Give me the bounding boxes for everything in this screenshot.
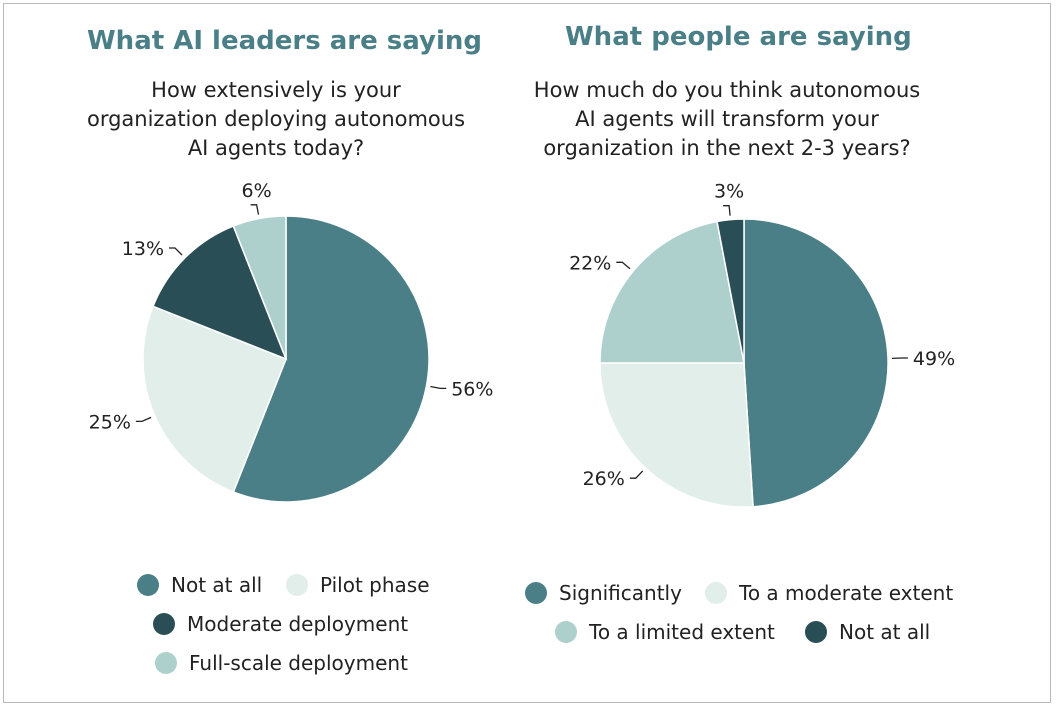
legend-label: Full-scale deployment [189, 651, 408, 675]
right-legend-item-1: Significantly [525, 581, 682, 605]
legend-swatch [555, 621, 577, 643]
leader-line-3 [616, 261, 631, 270]
slice-value-label: 3% [714, 181, 744, 203]
right-question-line-2: AI agents will transform your [575, 107, 879, 131]
leader-line-2 [629, 470, 644, 479]
legend-swatch [286, 574, 308, 596]
legend-label: Not at all [171, 573, 263, 597]
leader-line-3 [169, 247, 183, 256]
pie-slice-4 [716, 218, 745, 364]
legend-swatch [525, 582, 547, 604]
legend-swatch [705, 582, 727, 604]
left-question-line-2: organization deploying autonomous [86, 107, 466, 131]
left-pie-chart: 56% 25% 13% 6% [89, 180, 493, 503]
right-legend-item-3: To a limited extent [555, 620, 775, 644]
left-legend-item-4: Full-scale deployment [155, 651, 408, 675]
right-question-line-3: organization in the next 2-3 years? [543, 136, 911, 160]
legend-label: Significantly [559, 581, 682, 605]
slice-value-label: 49% [913, 348, 955, 370]
legend-label: Not at all [839, 620, 931, 644]
left-question-line-1: How extensively is your [151, 78, 401, 102]
legend-swatch [805, 621, 827, 643]
pie-slice-2 [142, 305, 287, 493]
pie-slice-4 [232, 215, 287, 360]
slice-value-label: 13% [122, 238, 164, 260]
left-heading: What AI leaders are saying [87, 26, 483, 56]
right-heading: What people are saying [565, 22, 912, 52]
pie-slice-3 [152, 225, 288, 361]
legend-label: Pilot phase [320, 573, 430, 597]
right-legend-item-2: To a moderate extent [705, 581, 953, 605]
leader-line-1 [430, 385, 447, 390]
left-legend-item-3: Moderate deployment [153, 612, 408, 636]
right-question: How much do you think autonomous AI agen… [534, 76, 920, 163]
leader-line-2 [135, 416, 152, 423]
legend-label: Moderate deployment [187, 612, 409, 636]
left-question: How extensively is your organization dep… [87, 76, 465, 163]
leader-line-4 [250, 204, 260, 215]
figure-frame [3, 3, 1051, 703]
pie-slice-1 [232, 215, 430, 503]
slice-value-label: 6% [242, 180, 272, 202]
left-legend-item-1: Not at all [137, 573, 262, 597]
right-legend-item-4: Not at all [805, 620, 930, 644]
legend-swatch [155, 652, 177, 674]
pie-slice-3 [599, 220, 745, 364]
right-question-line-1: How much do you think autonomous [533, 78, 921, 102]
slice-value-label: 26% [583, 468, 625, 490]
legend-swatch [153, 613, 175, 635]
legend-label: To a moderate extent [739, 581, 954, 605]
legend-swatch [137, 574, 159, 596]
right-pie-chart: 49% 26% 22% 3% [569, 181, 955, 508]
slice-value-label: 56% [451, 378, 493, 400]
left-question-line-3: AI agents today? [187, 136, 365, 160]
legend-label: To a limited extent [589, 620, 775, 644]
left-legend-item-2: Pilot phase [286, 573, 430, 597]
pie-slice-1 [743, 218, 889, 508]
leader-line-4 [723, 205, 731, 216]
slice-value-label: 22% [569, 252, 611, 274]
pie-slice-2 [599, 362, 754, 508]
slice-value-label: 25% [89, 411, 131, 433]
